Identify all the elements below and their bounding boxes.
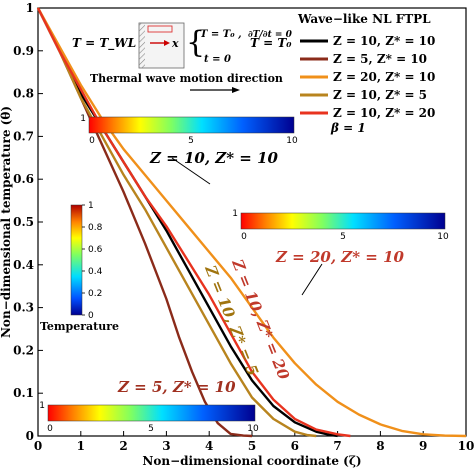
x-tick-label: 6 bbox=[291, 439, 299, 453]
x-tick-label: 3 bbox=[162, 439, 170, 453]
series-line-4 bbox=[36, 7, 317, 438]
y-tick-label: 1 bbox=[26, 1, 34, 15]
color-strip-2-bar bbox=[240, 212, 446, 230]
colorbar-tick-label: 0.2 bbox=[88, 289, 102, 299]
y-tick-label: 0.3 bbox=[13, 301, 34, 315]
color-strip-1-bar bbox=[88, 116, 295, 134]
legend-entry: Z = 5, Z* = 10 bbox=[333, 52, 427, 66]
y-tick-label: 0.2 bbox=[13, 343, 34, 357]
strip-3-tick-10: 10 bbox=[247, 424, 259, 434]
axis-ticks: 0 1 2 3 4 5 6 7 8 9 1000.10.20.30.40.50.60.70.80.9… bbox=[13, 1, 474, 453]
pointer-z20-z10 bbox=[301, 263, 323, 296]
inset-condition-3: t = 0 bbox=[204, 54, 231, 65]
inset-x-arrowhead bbox=[164, 40, 170, 46]
strip-2-tick-5: 5 bbox=[340, 232, 346, 242]
legend: Wave−like NL FTPL Z = 10, Z* = 10 Z = 5, … bbox=[297, 12, 435, 135]
colorbar-tick-label: 0.6 bbox=[88, 245, 103, 255]
series-line-5 bbox=[36, 7, 351, 438]
legend-entry: Z = 20, Z* = 10 bbox=[333, 70, 435, 84]
legend-entry: Z = 10, Z* = 5 bbox=[333, 88, 427, 102]
x-tick-label: 7 bbox=[333, 439, 341, 453]
inset-motion-caption: Thermal wave motion direction bbox=[90, 72, 283, 85]
y-tick-label: 0.8 bbox=[13, 87, 34, 101]
y-tick-label: 0.5 bbox=[13, 215, 34, 229]
y-tick-label: 0.1 bbox=[13, 386, 34, 400]
strip-3-tick-5: 5 bbox=[148, 424, 154, 434]
x-tick-label: 10 bbox=[458, 439, 474, 453]
inset-wall bbox=[139, 23, 145, 68]
series-lines bbox=[36, 7, 467, 438]
x-tick-label: 5 bbox=[248, 439, 256, 453]
colorbar-tick-label: 1 bbox=[88, 201, 94, 211]
legend-entry: Z = 10, Z* = 20 bbox=[333, 106, 435, 120]
y-tick-label: 0.9 bbox=[13, 44, 34, 58]
color-strip-3: 1 0 5 10 bbox=[39, 401, 259, 434]
color-strip-3-bar bbox=[47, 404, 256, 422]
x-tick-label: 0 bbox=[34, 439, 42, 453]
inset-heater bbox=[147, 25, 173, 33]
colorbar-tick-label: 0 bbox=[88, 311, 94, 321]
x-tick-label: 9 bbox=[419, 439, 427, 453]
x-tick-label: 4 bbox=[205, 439, 213, 453]
inset-brace: { bbox=[186, 25, 205, 60]
x-axis-label: Non−dimensional coordinate (ζ) bbox=[142, 454, 361, 468]
colorbar: 0 0.2 0.4 0.6 0.8 1 Temperature bbox=[40, 201, 119, 333]
inset-boundary-right: T = T₀ bbox=[250, 36, 292, 50]
inset-x-var: x bbox=[171, 37, 179, 50]
strip-2-tick-0: 0 bbox=[241, 232, 247, 242]
y-tick-label: 0.7 bbox=[13, 129, 34, 143]
annotation-z5-z10: Z = 5, Z* = 10 bbox=[117, 378, 236, 396]
inset-condition-1: T = T₀ , bbox=[200, 29, 242, 40]
x-tick-label: 8 bbox=[376, 439, 384, 453]
x-tick-label: 1 bbox=[77, 439, 85, 453]
strip-1-tick-5: 5 bbox=[188, 136, 194, 146]
inset-slab bbox=[138, 22, 185, 69]
strip-2-tick-10: 10 bbox=[437, 232, 449, 242]
schematic-inset: T = T_WL x { T = T₀ , ∂T/∂t = 0 t = 0 T … bbox=[72, 22, 293, 93]
inset-boundary-left: T = T_WL bbox=[72, 36, 136, 51]
inset-condition-2: ∂T/∂t = 0 bbox=[248, 30, 293, 40]
colorbar-tick-label: 0.8 bbox=[88, 223, 103, 233]
y-tick-label: 0 bbox=[26, 429, 34, 443]
motion-arrowhead bbox=[232, 87, 240, 93]
legend-note: β = 1 bbox=[330, 121, 366, 135]
color-strip-2: 1 0 5 10 bbox=[232, 209, 449, 242]
strip-3-tick-0: 0 bbox=[47, 424, 53, 434]
y-axis-label: Non−dimensional temperature (θ) bbox=[0, 106, 13, 338]
pointer-z10-z10 bbox=[171, 157, 211, 185]
strip-1-tick-0: 0 bbox=[89, 136, 95, 146]
annotation-z20-z10: Z = 20, Z* = 10 bbox=[275, 248, 405, 266]
strip-1-tick-max: 1 bbox=[80, 114, 86, 124]
colorbar-tick-label: 0.4 bbox=[88, 267, 103, 277]
y-tick-label: 0.6 bbox=[13, 172, 34, 186]
strip-1-tick-10: 10 bbox=[286, 136, 298, 146]
colorbar-label: Temperature bbox=[40, 320, 119, 333]
legend-title: Wave−like NL FTPL bbox=[297, 12, 431, 26]
x-tick-label: 2 bbox=[119, 439, 127, 453]
color-strip-1: 1 0 5 10 bbox=[80, 114, 298, 146]
strip-2-tick-max: 1 bbox=[232, 209, 238, 219]
annotation-z10-z10: Z = 10, Z* = 10 bbox=[149, 149, 279, 167]
legend-entry: Z = 10, Z* = 10 bbox=[333, 34, 435, 48]
y-tick-label: 0.4 bbox=[13, 258, 34, 272]
strip-3-tick-max: 1 bbox=[39, 401, 45, 411]
colorbar-bar bbox=[70, 204, 83, 316]
